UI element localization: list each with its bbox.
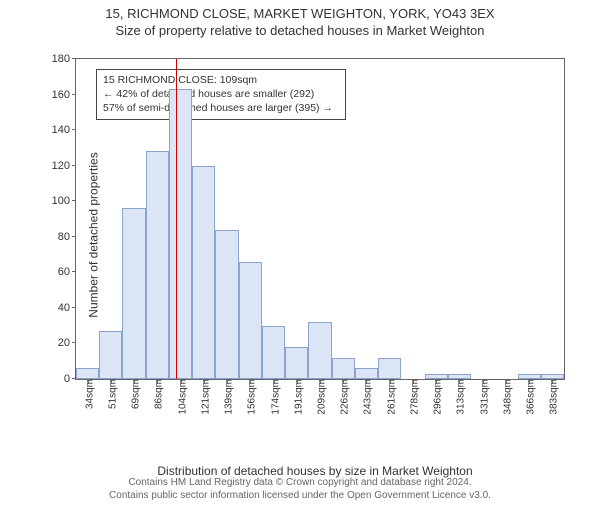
y-tick-label: 140: [52, 124, 76, 136]
x-tick-label: 296sqm: [429, 379, 444, 415]
plot-region: 15 RICHMOND CLOSE: 109sqm ← 42% of detac…: [75, 58, 565, 380]
y-tick-label: 60: [58, 266, 76, 278]
y-tick-label: 40: [58, 302, 76, 314]
x-tick-label: 226sqm: [336, 379, 351, 415]
footer-line1: Contains HM Land Registry data © Crown c…: [0, 476, 600, 489]
x-tick-mark: [227, 379, 228, 383]
y-tick-mark: [72, 165, 76, 166]
histogram-bar: [378, 358, 401, 379]
annotation-box: 15 RICHMOND CLOSE: 109sqm ← 42% of detac…: [96, 69, 346, 120]
histogram-bar: [99, 331, 122, 379]
title-line1: 15, RICHMOND CLOSE, MARKET WEIGHTON, YOR…: [0, 6, 600, 21]
x-tick-label: 139sqm: [220, 379, 235, 415]
x-tick-label: 331sqm: [475, 379, 490, 415]
histogram-bar: [239, 262, 262, 379]
x-tick-mark: [506, 379, 507, 383]
reference-line: [176, 59, 177, 379]
x-tick-label: 261sqm: [382, 379, 397, 415]
y-tick-mark: [72, 58, 76, 59]
x-tick-label: 69sqm: [127, 379, 142, 409]
x-tick-mark: [529, 379, 530, 383]
title-line2: Size of property relative to detached ho…: [0, 23, 600, 38]
histogram-bar: [192, 166, 215, 379]
x-tick-label: 121sqm: [196, 379, 211, 415]
y-tick-label: 160: [52, 89, 76, 101]
y-tick-label: 180: [52, 53, 76, 65]
x-tick-label: 278sqm: [405, 379, 420, 415]
x-tick-label: 104sqm: [173, 379, 188, 415]
x-tick-label: 86sqm: [150, 379, 165, 409]
histogram-bar: [332, 358, 355, 379]
x-tick-mark: [552, 379, 553, 383]
x-tick-label: 383sqm: [545, 379, 560, 415]
footer-line2: Contains public sector information licen…: [0, 489, 600, 502]
x-tick-mark: [297, 379, 298, 383]
x-tick-mark: [204, 379, 205, 383]
x-tick-label: 51sqm: [103, 379, 118, 409]
x-tick-mark: [157, 379, 158, 383]
y-tick-label: 80: [58, 231, 76, 243]
x-tick-label: 174sqm: [266, 379, 281, 415]
x-tick-mark: [436, 379, 437, 383]
y-tick-mark: [72, 271, 76, 272]
histogram-bar: [215, 230, 238, 379]
histogram-bar: [355, 368, 378, 379]
x-tick-mark: [274, 379, 275, 383]
x-tick-label: 313sqm: [452, 379, 467, 415]
y-tick-mark: [72, 200, 76, 201]
x-tick-mark: [390, 379, 391, 383]
x-tick-mark: [250, 379, 251, 383]
annotation-line2: ← 42% of detached houses are smaller (29…: [103, 87, 339, 101]
y-tick-mark: [72, 378, 76, 379]
histogram-bar: [122, 208, 145, 379]
y-tick-label: 0: [64, 373, 76, 385]
annotation-line1: 15 RICHMOND CLOSE: 109sqm: [103, 73, 339, 87]
x-tick-label: 34sqm: [80, 379, 95, 409]
x-tick-label: 243sqm: [359, 379, 374, 415]
histogram-bar: [76, 368, 99, 379]
y-tick-mark: [72, 342, 76, 343]
x-tick-label: 156sqm: [243, 379, 258, 415]
histogram-bar: [169, 89, 192, 379]
x-tick-mark: [413, 379, 414, 383]
y-tick-label: 20: [58, 337, 76, 349]
x-tick-mark: [181, 379, 182, 383]
x-tick-label: 366sqm: [522, 379, 537, 415]
x-tick-label: 191sqm: [289, 379, 304, 415]
x-tick-mark: [483, 379, 484, 383]
y-tick-mark: [72, 129, 76, 130]
x-tick-mark: [343, 379, 344, 383]
x-tick-mark: [134, 379, 135, 383]
y-tick-mark: [72, 307, 76, 308]
x-tick-mark: [88, 379, 89, 383]
histogram-bar: [262, 326, 285, 379]
histogram-bar: [308, 322, 331, 379]
annotation-line3: 57% of semi-detached houses are larger (…: [103, 101, 339, 115]
y-tick-label: 100: [52, 195, 76, 207]
chart-area: Number of detached properties 15 RICHMON…: [55, 50, 575, 420]
x-tick-label: 209sqm: [313, 379, 328, 415]
histogram-bar: [146, 151, 169, 379]
x-tick-mark: [366, 379, 367, 383]
x-tick-label: 348sqm: [498, 379, 513, 415]
x-tick-mark: [111, 379, 112, 383]
y-tick-label: 120: [52, 160, 76, 172]
x-tick-mark: [320, 379, 321, 383]
y-tick-mark: [72, 94, 76, 95]
histogram-bar: [285, 347, 308, 379]
y-tick-mark: [72, 236, 76, 237]
x-tick-mark: [459, 379, 460, 383]
footer-attribution: Contains HM Land Registry data © Crown c…: [0, 476, 600, 502]
